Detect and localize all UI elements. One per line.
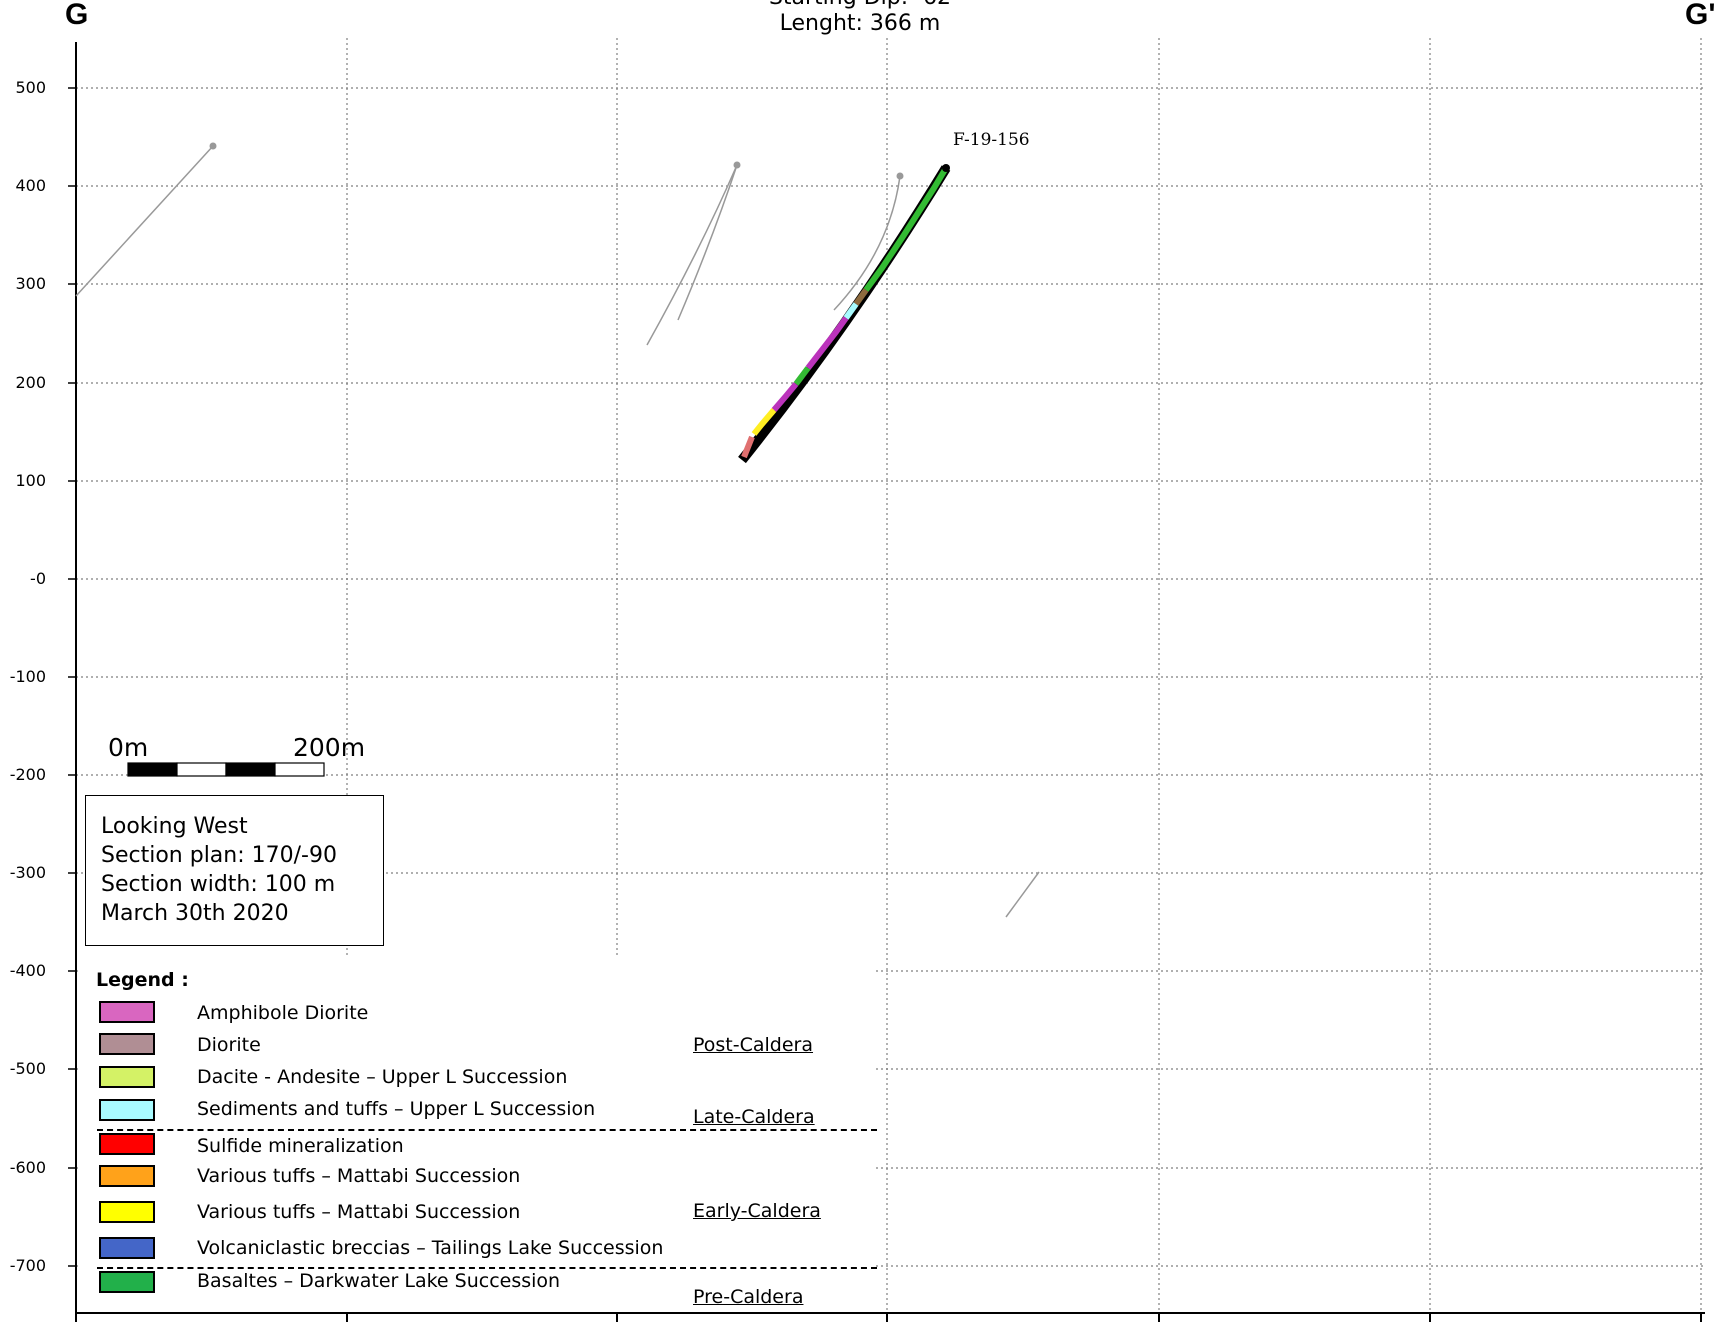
legend-item-label: Amphibole Diorite: [197, 1002, 369, 1024]
legend-swatch: [99, 1201, 155, 1223]
scale-bar-end-label: 200m: [293, 733, 366, 762]
interval-amphibole-diorite: [805, 316, 849, 370]
elevation-label: -100: [9, 667, 46, 686]
drillhole-trace: [646, 164, 738, 346]
drillhole-trace: [1005, 871, 1040, 918]
legend-item-label: Various tuffs – Mattabi Succession: [197, 1201, 521, 1223]
interval-basalt-2: [793, 366, 811, 386]
interval-amphibole-diorite-2: [771, 382, 799, 412]
section-date: March 30th 2020: [101, 901, 289, 926]
section-start-label: G: [65, 0, 89, 31]
section-end-label: G': [1685, 0, 1716, 31]
legend-swatch: [99, 1237, 155, 1259]
phase-label: Pre-Caldera: [693, 1286, 804, 1308]
elevation-label: -600: [9, 1158, 46, 1177]
elevation-label: -500: [9, 1059, 46, 1078]
legend-swatch: [99, 1133, 155, 1155]
legend-item-label: Sulfide mineralization: [197, 1135, 404, 1157]
elevation-label: 300: [15, 274, 46, 293]
section-width: Section width: 100 m: [101, 872, 336, 897]
legend-item-label: Basaltes – Darkwater Lake Succession: [197, 1270, 561, 1292]
elevation-label: 200: [15, 373, 46, 392]
drillhole-trace: [833, 175, 901, 311]
phase-label: Early-Caldera: [693, 1200, 821, 1222]
legend-item-label: Various tuffs – Mattabi Succession: [197, 1165, 521, 1187]
interval-dacite: [751, 408, 777, 436]
elevation-label: 500: [15, 78, 46, 97]
drillhole-collars: [209, 142, 904, 180]
legend-swatch: [99, 1165, 155, 1187]
starting-dip-label: Starting Dip: -62: [700, 0, 1020, 9]
interval-diorite: [853, 288, 869, 306]
legend-swatch: [99, 1066, 155, 1088]
elevation-label: -0: [30, 569, 46, 588]
view-direction: Looking West: [101, 814, 248, 839]
legend-title: Legend :: [96, 969, 189, 991]
scale-bar: [127, 762, 325, 777]
elevation-label: 400: [15, 176, 46, 195]
legend-item-label: Sediments and tuffs – Upper L Succession: [197, 1098, 596, 1120]
interval-mafic: [741, 435, 755, 459]
drillhole-trace: [75, 145, 214, 297]
legend-swatch: [99, 1099, 155, 1121]
legend-swatch: [99, 1033, 155, 1055]
legend-swatch: [99, 1271, 155, 1293]
drillhole-f19156: [738, 164, 951, 464]
elevation-label: -300: [9, 863, 46, 882]
hole-length-label: Lenght: 366 m: [779, 11, 941, 36]
drillhole-name: F-19-156: [953, 130, 1030, 150]
elevation-label: 100: [15, 471, 46, 490]
collar-marker: [209, 142, 217, 150]
legend-item-label: Volcaniclastic breccias – Tailings Lake …: [197, 1237, 664, 1259]
collar-marker: [942, 164, 950, 172]
legend-swatch: [99, 1001, 155, 1023]
interval-basalt: [863, 166, 949, 292]
phase-label: Late-Caldera: [693, 1106, 815, 1128]
phase-label: Post-Caldera: [693, 1034, 814, 1056]
scale-bar-start-label: 0m: [108, 733, 149, 762]
section-plan: Section plan: 170/-90: [101, 843, 337, 868]
section-info-box: Looking West Section plan: 170/-90 Secti…: [85, 795, 384, 946]
collar-marker: [896, 172, 904, 180]
elevation-ticks: [68, 87, 76, 1267]
legend-separator: [97, 1267, 877, 1269]
elevation-label: -400: [9, 961, 46, 980]
drillhole-trace: [677, 164, 738, 321]
interval-sediments: [843, 302, 859, 320]
elevation-label: -700: [9, 1256, 46, 1275]
legend-separator: [97, 1129, 877, 1131]
legend: Legend : Amphibole Diorite Diorite Dacit…: [78, 960, 877, 1310]
legend-item-label: Diorite: [197, 1034, 261, 1056]
bottom-axis-ticks: [346, 1313, 1702, 1322]
elevation-label: -200: [9, 765, 46, 784]
legend-item-label: Dacite - Andesite – Upper L Succession: [197, 1066, 568, 1088]
collar-marker: [733, 161, 741, 169]
neighbouring-drillholes: [75, 145, 1040, 918]
